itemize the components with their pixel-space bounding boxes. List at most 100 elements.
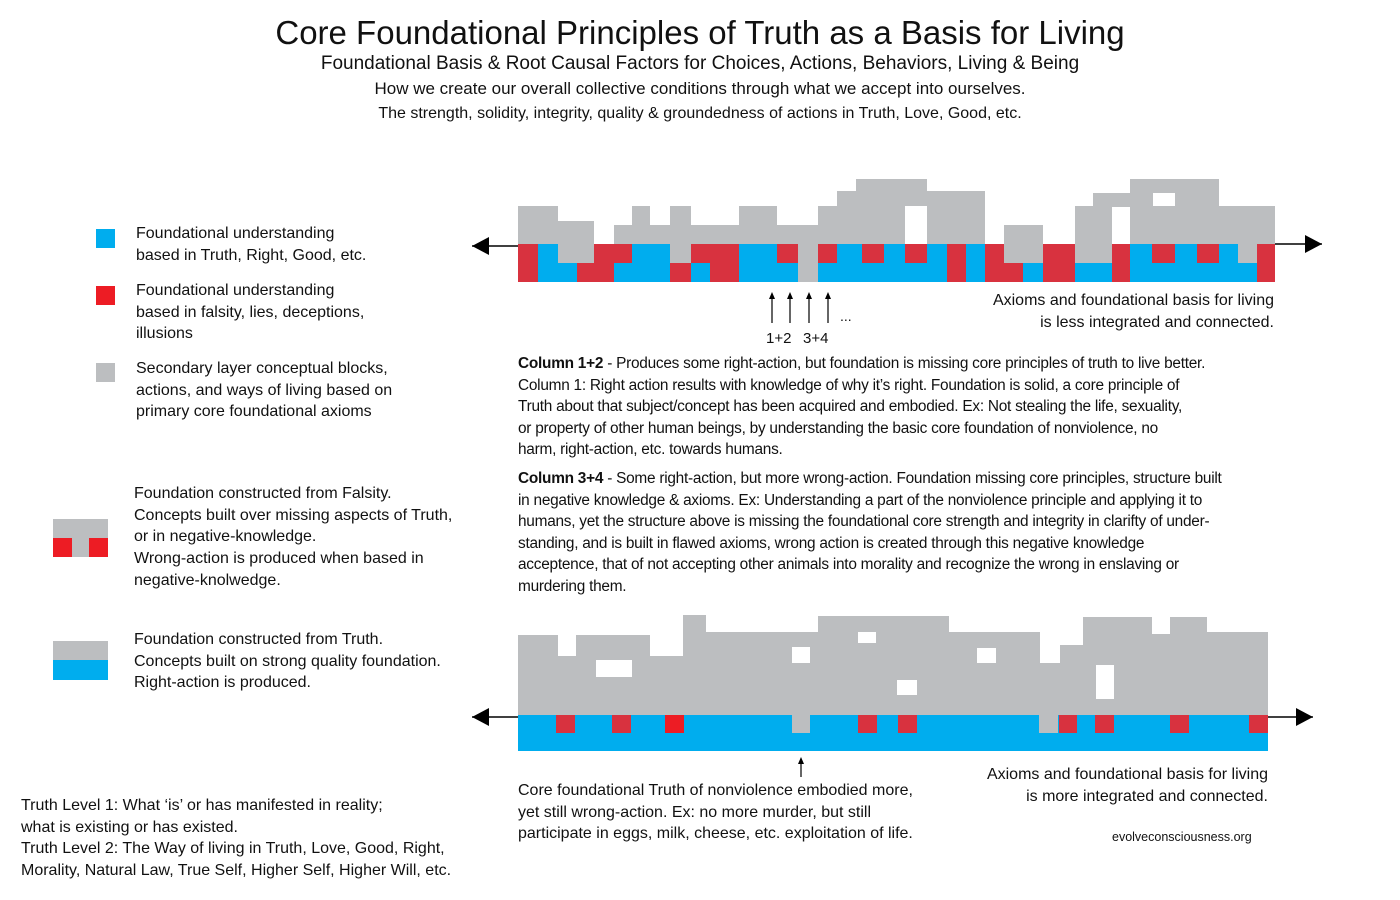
missing-block (977, 648, 996, 663)
falsity-foundation-block (691, 244, 739, 263)
secondary-concept-block (1039, 715, 1058, 733)
caption-line: Axioms and foundational basis for living (986, 766, 1268, 783)
truth-foundation-block (1130, 263, 1257, 282)
legend-line: negative-knolwedge. (134, 571, 281, 589)
truth-foundation-block (1023, 263, 1043, 282)
truth-level-line: Truth Level 2: The Way of living in Trut… (21, 840, 445, 858)
falsity-foundation-block (577, 263, 614, 282)
column-pointer-arrow-icon (806, 292, 812, 323)
note-line: Truth about that subject/concept has bee… (518, 398, 1183, 416)
caption-line: yet still wrong-action. Ex: no more murd… (518, 803, 872, 821)
note-line: murdering them. (518, 577, 627, 595)
note-line: humans, yet the structure above is missi… (518, 513, 1210, 531)
falsity-foundation-block (858, 715, 877, 733)
secondary-concept-block (614, 225, 632, 244)
secondary-concept-block (1170, 617, 1207, 715)
legend-blue-text: Foundational understanding based in Trut… (136, 223, 366, 266)
column-label-1-2: 1+2 (766, 330, 792, 347)
secondary-concept-block (1083, 617, 1152, 715)
bottom-caption-right: Axioms and foundational basis for living… (987, 764, 1268, 807)
secondary-concept-block (1238, 244, 1257, 263)
secondary-concept-block (632, 206, 650, 244)
legend-line: based in falsity, lies, deceptions, (136, 303, 365, 321)
falsity-foundation-block (1112, 244, 1130, 263)
secondary-concept-block (706, 632, 818, 715)
caption-line: is more integrated and connected. (1026, 787, 1268, 805)
red-square-icon (96, 286, 115, 305)
secondary-concept-block (1152, 634, 1170, 715)
legend-line: Foundation constructed from Falsity. (134, 485, 392, 502)
column-1-2-note: Column 1+2 - Produces some right-action,… (518, 353, 1205, 461)
falsity-foundation-block (898, 715, 917, 733)
column-3-4-heading: Column 3+4 (518, 470, 604, 487)
falsity-foundation-block (1043, 244, 1075, 263)
falsity-foundation-icon (53, 519, 108, 538)
note-line: - Some right-action, but more wrong-acti… (603, 470, 1222, 487)
legend-line: Foundational understanding (136, 225, 335, 242)
legend-line: illusions (136, 325, 193, 343)
legend-line: or in negative-knowledge. (134, 528, 317, 546)
secondary-concept-block (1130, 179, 1219, 244)
secondary-concept-block (818, 616, 949, 715)
right-arrow-icon (1275, 235, 1322, 253)
right-arrow-icon (1268, 708, 1313, 726)
truth-foundation-block (538, 244, 558, 263)
secondary-concept-block (905, 179, 927, 206)
falsity-foundation-block (1152, 244, 1175, 263)
caption-line: participate in eggs, milk, cheese, etc. … (518, 825, 913, 842)
legend-line: primary core foundational axioms (136, 403, 372, 421)
missing-block (897, 680, 917, 695)
truth-foundation-block (538, 263, 577, 282)
falsity-foundation-block (985, 244, 1004, 263)
secondary-concept-block (650, 225, 670, 244)
secondary-concept-block (1060, 645, 1083, 715)
truth-foundation-block (1175, 244, 1197, 263)
left-arrow-icon (472, 708, 518, 726)
secondary-concept-block (792, 715, 810, 733)
secondary-concept-block (1004, 225, 1043, 263)
missing-block (792, 647, 810, 663)
nonviolence-pointer-arrow-icon (798, 757, 804, 777)
falsity-foundation-block (1112, 263, 1130, 282)
secondary-concept-block (1219, 206, 1275, 244)
falsity-foundation-block (518, 263, 538, 282)
truth-foundation-block (884, 244, 905, 263)
falsity-foundation-block (862, 244, 884, 263)
truth-level-line: Truth Level 1: What ‘is’ or has manifest… (21, 797, 383, 814)
falsity-foundation-block (710, 263, 739, 282)
note-line: standing, and is built in flawed axioms,… (518, 534, 1145, 552)
truth-foundation-block (518, 715, 1268, 751)
column-label-3-4: 3+4 (803, 330, 829, 347)
truth-foundation-block (1130, 244, 1152, 263)
secondary-concept-block (518, 635, 558, 715)
truth-foundation-block (966, 263, 985, 282)
secondary-concept-block (691, 225, 739, 244)
legend-line: Foundation constructed from Truth. (134, 631, 384, 648)
subtitle-2: How we create our overall collective con… (374, 79, 1026, 98)
falsity-foundation-block (947, 263, 966, 282)
caption-line: Axioms and foundational basis for living (992, 292, 1274, 309)
falsity-foundation-block (905, 244, 927, 263)
falsity-foundation-block (777, 244, 798, 263)
truth-foundation-block (1219, 244, 1238, 263)
secondary-concept-block (1093, 193, 1112, 263)
caption-line: is less integrated and connected. (1040, 313, 1274, 331)
secondary-concept-block (650, 656, 683, 715)
secondary-concept-block (1207, 632, 1268, 715)
secondary-concept-block (1040, 663, 1060, 715)
secondary-concept-block (558, 221, 594, 263)
missing-block (596, 660, 632, 677)
legend-line: Right-action is produced. (134, 674, 311, 692)
truth-foundation-icon (53, 641, 108, 660)
missing-block (858, 632, 876, 643)
page-title: Core Foundational Principles of Truth as… (275, 14, 1125, 51)
truth-levels: Truth Level 1: What ‘is’ or has manifest… (21, 795, 451, 882)
secondary-concept-block (949, 632, 1040, 715)
top-caption: Axioms and foundational basis for living… (993, 290, 1274, 333)
note-line: harm, right-action, etc. towards humans. (518, 441, 783, 459)
legend-line: Secondary layer conceptual blocks, (136, 360, 388, 377)
falsity-foundation-icon (72, 538, 89, 557)
legend-line: Concepts built on strong quality foundat… (134, 652, 441, 670)
column-pointer-arrow-icon (787, 292, 793, 323)
ellipsis: ... (840, 308, 852, 324)
